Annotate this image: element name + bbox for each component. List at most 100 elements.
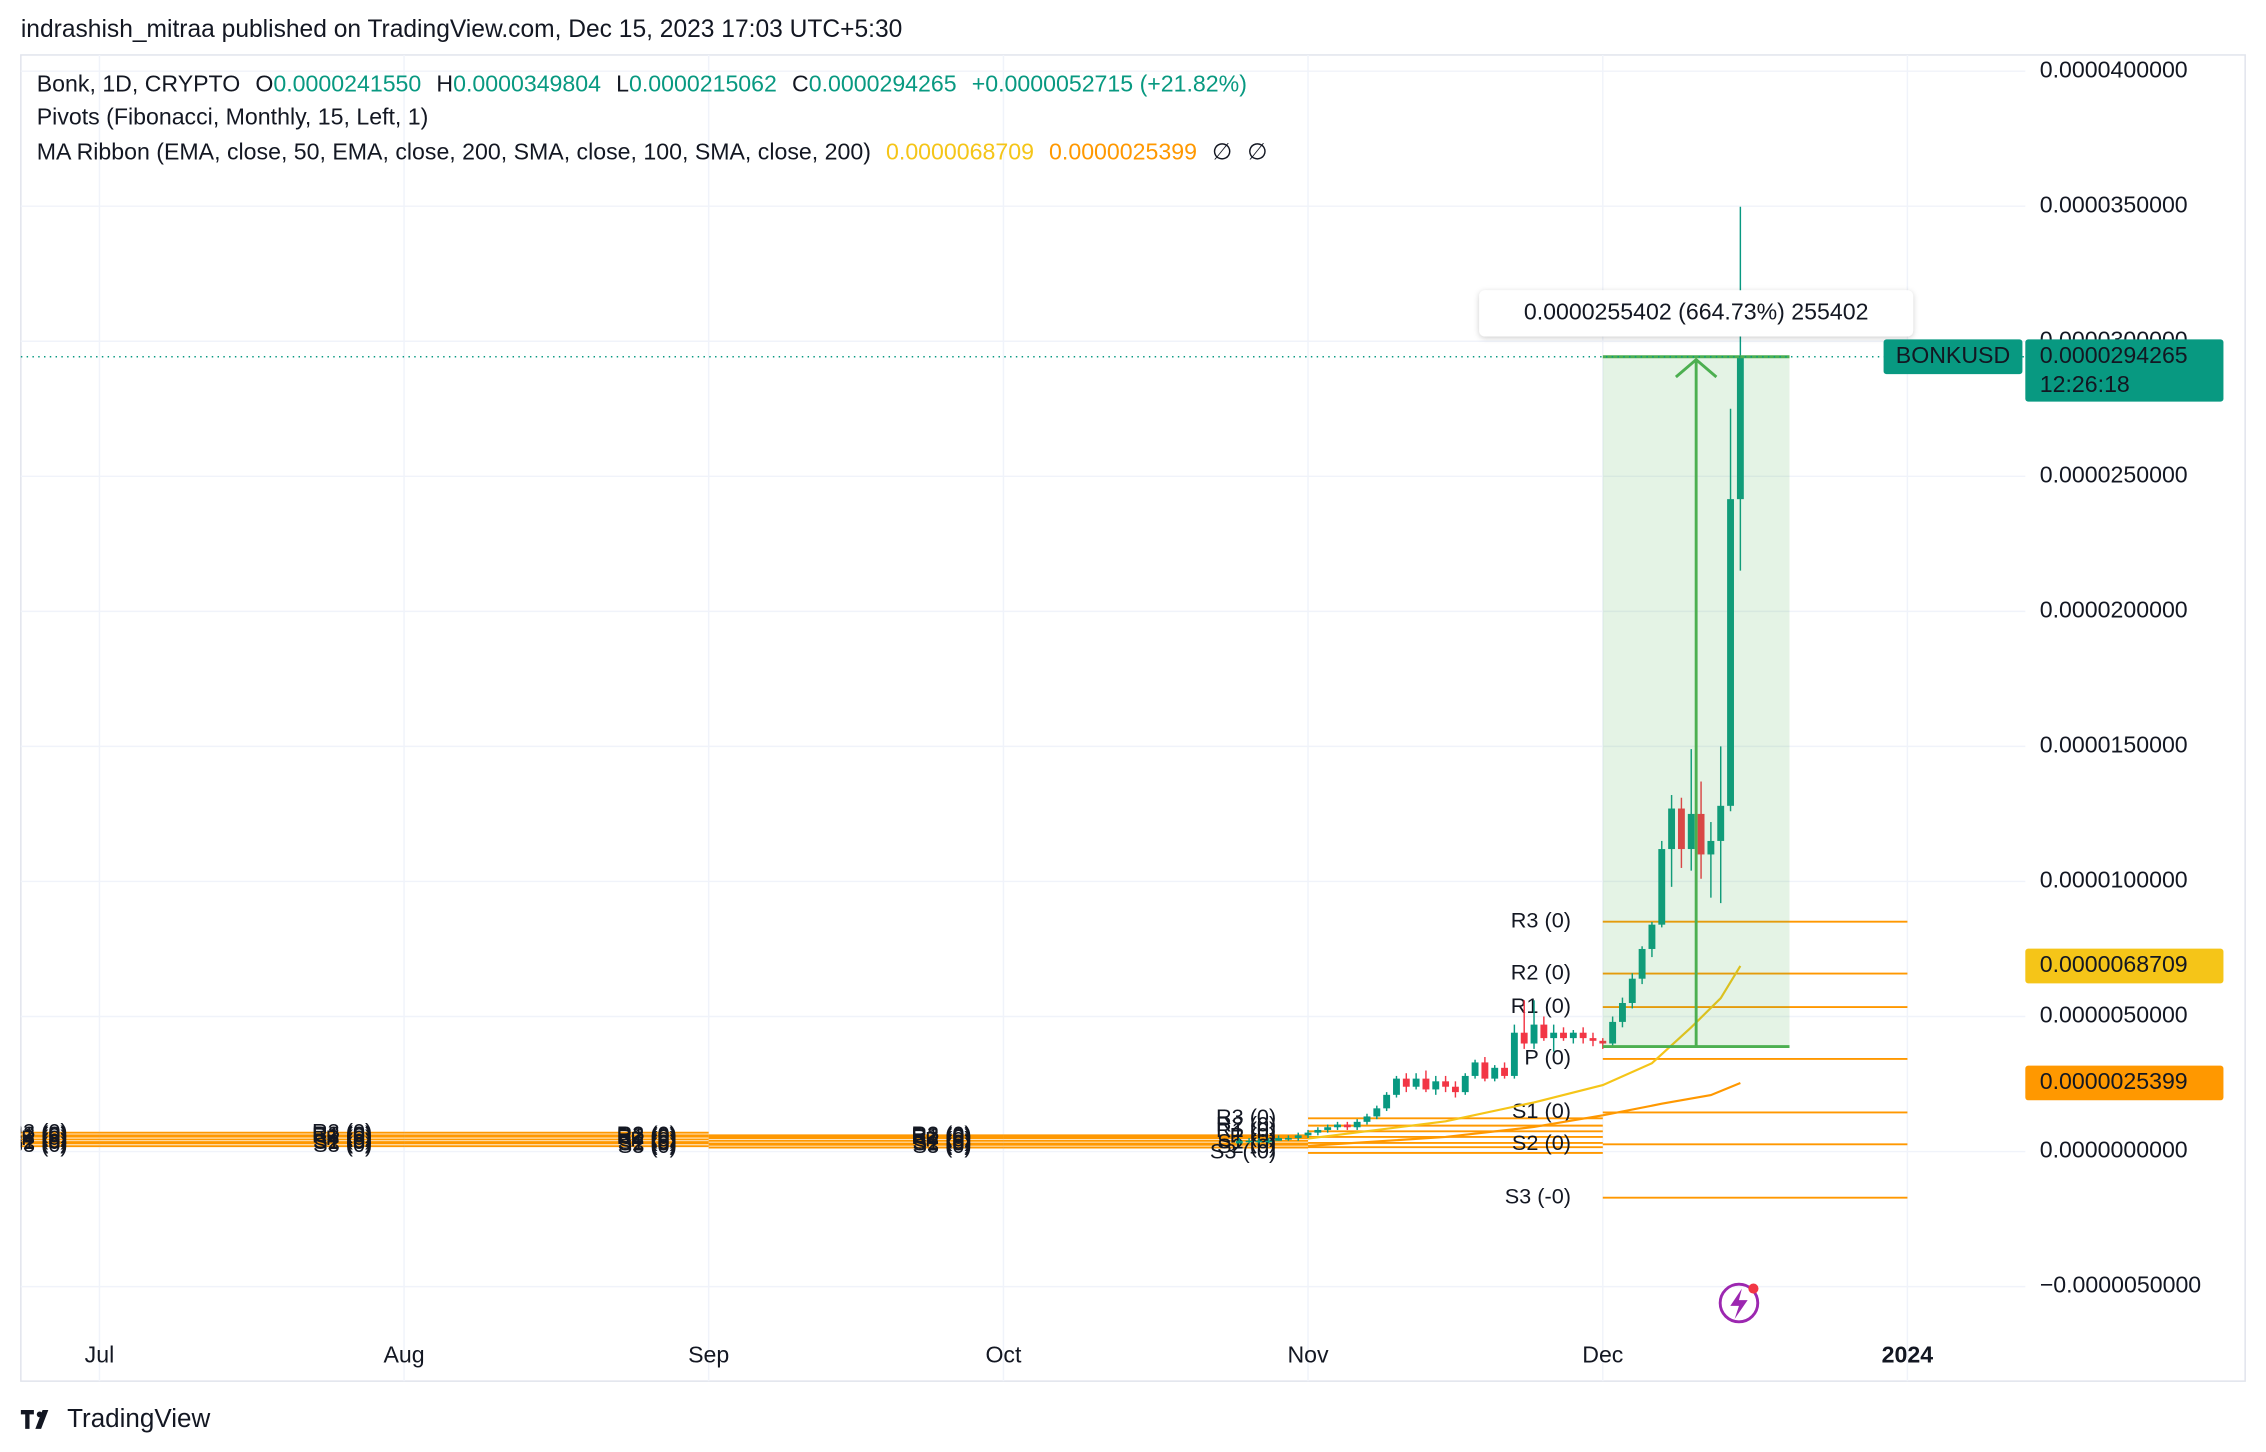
pivot-label: S3 (0): [618, 1133, 677, 1158]
ohlc-value: 0.0000241550: [273, 70, 421, 96]
measure-label: 0.0000255402 (664.73%) 255402: [1524, 298, 1869, 324]
lightning-icon[interactable]: [1718, 1282, 1760, 1324]
pivot-label: P (0): [21, 1125, 68, 1150]
pivot-label: S2 (0): [9, 1129, 68, 1154]
candle-body: [1353, 1121, 1361, 1128]
candle-body: [1550, 1032, 1558, 1039]
icon-dot: [1748, 1283, 1759, 1294]
x-tick-label: Nov: [1287, 1342, 1329, 1368]
ma-line: [1307, 1081, 1741, 1147]
candle-body: [1589, 1038, 1597, 1041]
x-tick-label: Aug: [383, 1342, 424, 1368]
candle-body: [1530, 1024, 1538, 1044]
candle-body: [1334, 1124, 1341, 1128]
candle-body: [1235, 1140, 1243, 1144]
candle-body: [1520, 1032, 1528, 1044]
candle-body: [1599, 1040, 1607, 1044]
ohlc-value: 0.0000215062: [629, 70, 777, 96]
symbol-tag-box: [1883, 339, 2023, 375]
symbol: Bonk, 1D, CRYPTO: [37, 70, 241, 96]
ohlc-key: O: [255, 70, 273, 96]
overlay: 0.0000255402 (664.73%) 255402 0.000006870…: [20, 290, 2224, 1101]
y-tick-label: 0.0000100000: [2040, 867, 2188, 893]
pivot-label: S1 (0): [618, 1129, 677, 1154]
pivot-label: P (0): [1230, 1123, 1277, 1148]
pivot-label: R1 (0): [617, 1124, 677, 1149]
pivot-label: R2 (0): [7, 1121, 67, 1146]
candle-body: [1687, 813, 1695, 850]
pivot-label: R3 (0): [617, 1121, 677, 1146]
publisher-line: indrashish_mitraa published on TradingVi…: [21, 16, 902, 43]
pivot-label: R2 (0): [617, 1122, 677, 1147]
candle-body: [1373, 1108, 1381, 1117]
ma-axis-box: [2025, 948, 2224, 984]
ma-value: 0.0000025399: [1049, 138, 1197, 164]
plot-area: R3 (0)R2 (0)R1 (0)P (0)S1 (0)S2 (0)S3 (0…: [7, 206, 1908, 1208]
candle-body: [1569, 1032, 1577, 1039]
pivot-label: R1 (0): [1216, 1117, 1276, 1142]
pivot-label: S2 (0): [618, 1131, 677, 1156]
symbol-tag: BONKUSD: [1896, 342, 2010, 368]
y-tick-label: 0.0000150000: [2040, 732, 2188, 758]
logo-dot: [36, 1411, 43, 1418]
icon-ring: [1718, 1282, 1760, 1324]
last-price-label: 0.0000294265: [2040, 342, 2188, 368]
y-tick-label: 0.0000400000: [2040, 56, 2188, 82]
pivots-legend: Pivots (Fibonacci, Monthly, 15, Left, 1): [37, 104, 429, 130]
pivot-label: P (0): [326, 1125, 373, 1150]
candle-body: [1245, 1140, 1253, 1143]
candle-body: [1717, 805, 1725, 841]
pivot-label: R2 (0): [911, 1122, 971, 1147]
ohlc-key: C: [792, 70, 809, 96]
ohlc-key: L: [616, 70, 629, 96]
pivot-label: R3 (0): [1511, 907, 1571, 932]
candle-body: [1491, 1067, 1499, 1079]
pivot-label: S3 (-0): [1505, 1183, 1571, 1208]
y-tick-label: 0.0000000000: [2040, 1137, 2188, 1163]
y-tick-label: 0.0000050000: [2040, 1002, 2188, 1028]
pivot-label: S3 (0): [913, 1133, 972, 1158]
measure-arrowhead: [1674, 357, 1718, 379]
pivot-label: S2 (0): [1512, 1130, 1571, 1155]
pivot-label: R1 (0): [1511, 993, 1571, 1018]
candle-body: [1304, 1132, 1312, 1136]
ma-axis-label: 0.0000025399: [2040, 1068, 2188, 1094]
ma-na: ∅: [1212, 138, 1232, 164]
candle-body: [1451, 1086, 1459, 1093]
pivot-label: S1 (0): [313, 1128, 372, 1153]
candle-body: [1481, 1062, 1489, 1079]
ohlc-key: H: [436, 70, 453, 96]
candle-body: [1461, 1075, 1469, 1093]
candle-body: [1736, 356, 1744, 500]
candle-body: [1619, 1002, 1626, 1022]
candle-body: [1343, 1124, 1351, 1128]
pivot-label: R3 (0): [312, 1118, 372, 1143]
x-tick-label: 2024: [1882, 1342, 1934, 1368]
candle-body: [1275, 1138, 1282, 1141]
candle-body: [1432, 1081, 1440, 1090]
pivot-label: S3 (-0): [1210, 1139, 1276, 1164]
pivot-label: R3 (0): [1216, 1104, 1276, 1129]
candle-body: [1294, 1135, 1302, 1139]
candle-body: [1609, 1021, 1617, 1044]
pivot-label: S2 (0): [313, 1129, 372, 1154]
ma-axis-box: [2025, 1065, 2224, 1101]
pivot-label: R2 (0): [1511, 959, 1571, 984]
candle-body: [1648, 924, 1656, 949]
y-tick-label: 0.0000350000: [2040, 191, 2188, 217]
brand: TradingView: [67, 1403, 210, 1433]
candle-body: [1540, 1024, 1548, 1039]
pivot-label: S2 (0): [913, 1131, 972, 1156]
pivot-label: S1 (0): [1512, 1098, 1571, 1123]
candle-body: [1628, 978, 1636, 1003]
change: +0.0000052715 (+21.82%): [972, 70, 1247, 96]
legend: Bonk, 1D, CRYPTO O0.0000241550 H0.000034…: [37, 70, 1268, 164]
candle-body: [1412, 1078, 1420, 1087]
footer-logo: TradingView: [20, 1403, 211, 1433]
candle-body: [1383, 1094, 1391, 1109]
pivot-label: S2 (0): [1217, 1133, 1276, 1158]
candle-body: [1393, 1078, 1400, 1095]
pivot-label: S1 (0): [913, 1129, 972, 1154]
candle-body: [1314, 1129, 1322, 1133]
candle-body: [1442, 1081, 1450, 1087]
